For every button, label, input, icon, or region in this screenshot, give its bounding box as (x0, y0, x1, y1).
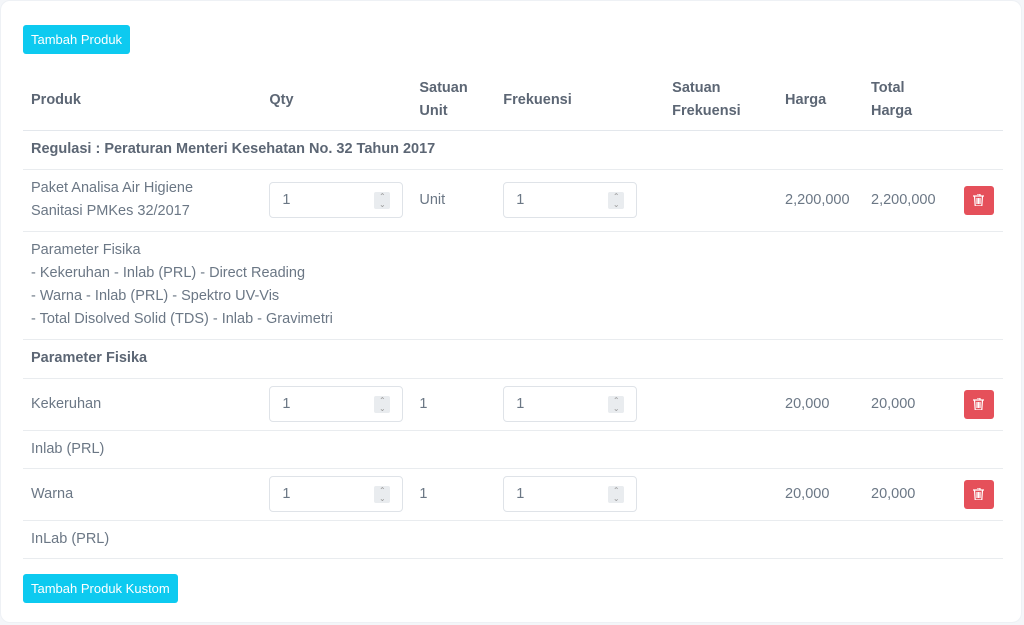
add-custom-product-button[interactable]: Tambah Produk Kustom (23, 574, 178, 603)
item-note: Inlab (PRL) (23, 430, 1003, 469)
table-header: Produk Qty Satuan Unit Frekuensi Satuan … (23, 71, 1003, 131)
header-total-harga: Total Harga (863, 71, 956, 131)
qty-input[interactable]: 1 ⌃ ⌄ (269, 476, 404, 512)
delete-button[interactable] (963, 185, 994, 215)
header-satuan-unit: Satuan Unit (411, 71, 496, 131)
group-label: Parameter Fisika (23, 339, 1003, 379)
total: 20,000 (863, 468, 956, 521)
item-name: Warna (23, 468, 262, 521)
stepper-arrows-icon[interactable]: ⌃ ⌄ (608, 396, 625, 413)
delete-button[interactable] (963, 389, 994, 419)
header-harga: Harga (777, 71, 864, 131)
stepper-arrows-icon[interactable]: ⌃ ⌄ (608, 486, 625, 503)
total: 2,200,000 (863, 169, 956, 232)
freq-value: 1 (516, 486, 525, 502)
stepper-arrows-icon[interactable]: ⌃ ⌄ (374, 396, 391, 413)
unit: 1 (411, 378, 496, 431)
desc-line: - Total Disolved Solid (TDS) - Inlab - G… (31, 311, 333, 327)
stepper-arrows-icon[interactable]: ⌃ ⌄ (608, 192, 625, 209)
freq-value: 1 (516, 192, 525, 208)
stepper-arrows-icon[interactable]: ⌃ ⌄ (374, 486, 391, 503)
price: 20,000 (777, 468, 864, 521)
header-produk: Produk (23, 71, 262, 131)
header-qty: Qty (261, 71, 412, 131)
freq-value: 1 (516, 396, 525, 412)
desc-line: - Warna - Inlab (PRL) - Spektro UV-Vis (31, 288, 280, 304)
qty-input[interactable]: 1 ⌃ ⌄ (269, 386, 404, 422)
qty-value: 1 (282, 486, 291, 502)
freq-unit (664, 169, 778, 232)
frequency-input[interactable]: 1 ⌃ ⌄ (503, 386, 638, 422)
total: 20,000 (863, 378, 956, 431)
qty-value: 1 (282, 396, 291, 412)
qty-value: 1 (282, 192, 291, 208)
item-name: Kekeruhan (23, 378, 262, 431)
unit: Unit (411, 169, 496, 232)
delete-button[interactable] (963, 479, 994, 509)
trash-icon (973, 398, 985, 410)
package-description: Parameter Fisika - Kekeruhan - Inlab (PR… (23, 231, 1003, 340)
add-product-button[interactable]: Tambah Produk (23, 25, 131, 54)
price: 20,000 (777, 378, 864, 431)
regulation-label: Regulasi : Peraturan Menteri Kesehatan N… (23, 130, 1003, 170)
table-row: Warna 1 ⌃ ⌄ 1 1 ⌃ ⌄ 20,000 20,000 (23, 468, 1003, 521)
product-name-line2: Sanitasi PMKes 32/2017 (31, 203, 190, 219)
header-frekuensi: Frekuensi (495, 71, 665, 131)
item-note: InLab (PRL) (23, 520, 1003, 559)
qty-input[interactable]: 1 ⌃ ⌄ (269, 182, 404, 218)
product-name: Paket Analisa Air Higiene (31, 180, 194, 196)
trash-icon (973, 488, 985, 500)
price: 2,200,000 (777, 169, 864, 232)
desc-line: Parameter Fisika (31, 242, 141, 258)
table-row: Kekeruhan 1 ⌃ ⌄ 1 1 ⌃ ⌄ 20,000 20,000 (23, 378, 1003, 431)
product-table: Produk Qty Satuan Unit Frekuensi Satuan … (23, 71, 1003, 559)
table-row: Paket Analisa Air Higiene Sanitasi PMKes … (23, 169, 1003, 232)
stepper-arrows-icon[interactable]: ⌃ ⌄ (374, 192, 391, 209)
desc-line: - Kekeruhan - Inlab (PRL) - Direct Readi… (31, 265, 306, 281)
unit: 1 (411, 468, 496, 521)
trash-icon (973, 194, 985, 206)
frequency-input[interactable]: 1 ⌃ ⌄ (503, 182, 638, 218)
frequency-input[interactable]: 1 ⌃ ⌄ (503, 476, 638, 512)
header-satuan-frekuensi: Satuan Frekuensi (664, 71, 778, 131)
